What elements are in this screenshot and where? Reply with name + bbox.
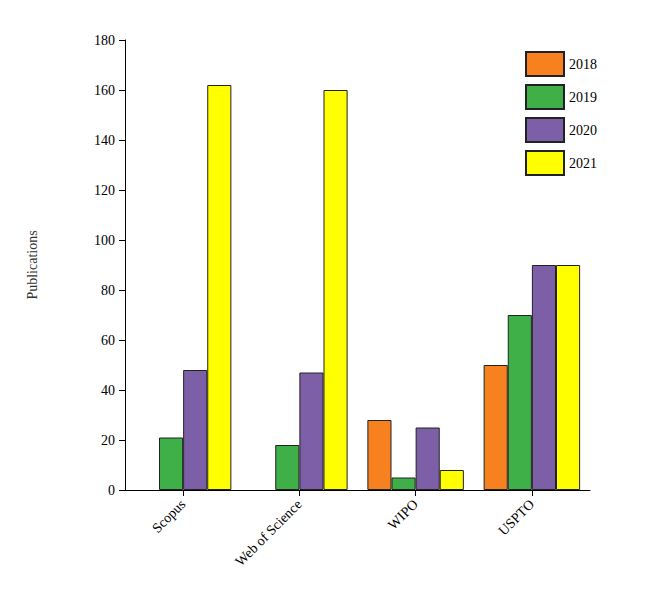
svg-text:100: 100	[94, 233, 115, 248]
svg-text:60: 60	[101, 333, 115, 348]
svg-text:2018: 2018	[569, 57, 597, 72]
svg-text:USPTO: USPTO	[495, 497, 537, 539]
svg-text:80: 80	[101, 283, 115, 298]
svg-text:WIPO: WIPO	[385, 497, 421, 533]
svg-text:Scopus: Scopus	[149, 497, 188, 536]
svg-text:Publications: Publications	[25, 230, 40, 299]
svg-text:2019: 2019	[569, 90, 597, 105]
svg-text:20: 20	[101, 433, 115, 448]
svg-text:2020: 2020	[569, 123, 597, 138]
svg-text:140: 140	[94, 133, 115, 148]
svg-text:2021: 2021	[569, 156, 597, 171]
svg-text:0: 0	[108, 483, 115, 498]
svg-text:180: 180	[94, 33, 115, 48]
svg-text:160: 160	[94, 83, 115, 98]
svg-text:120: 120	[94, 183, 115, 198]
svg-text:40: 40	[101, 383, 115, 398]
svg-text:Web of Science: Web of Science	[232, 497, 304, 569]
